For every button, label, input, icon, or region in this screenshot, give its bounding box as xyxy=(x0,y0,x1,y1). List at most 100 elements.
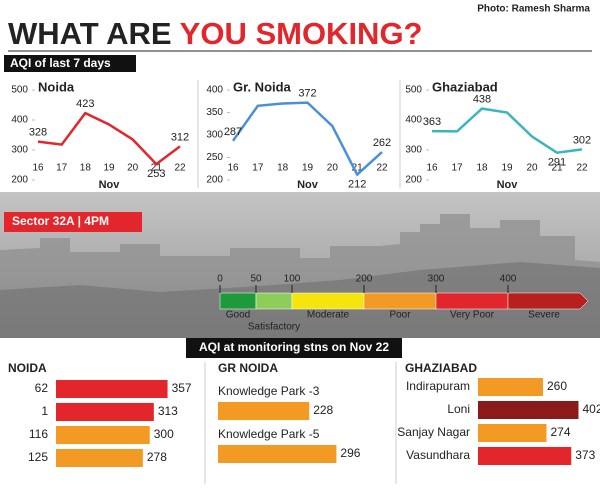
value-label: 260 xyxy=(547,379,567,393)
y-tick-label: 250 xyxy=(206,152,223,163)
x-tick-label: 17 xyxy=(252,163,264,174)
y-tick-label: 300 xyxy=(206,130,223,141)
panel-title: Gr. Noida xyxy=(233,79,292,94)
x-tick-label: 20 xyxy=(127,163,139,174)
section-box xyxy=(186,338,402,358)
bar xyxy=(478,401,579,419)
scale-tick-label: 0 xyxy=(217,274,223,285)
bar xyxy=(478,447,572,465)
category-label: Indirapuram xyxy=(406,379,470,393)
x-tick-label: 19 xyxy=(302,163,314,174)
x-tick-label: 16 xyxy=(32,163,44,174)
photo-label-box xyxy=(4,212,142,232)
bar xyxy=(56,380,168,398)
y-tick-label: 300 xyxy=(11,145,28,156)
panel-title: Noida xyxy=(38,79,75,94)
title-black: WHAT ARE xyxy=(8,16,172,51)
x-tick-label: 19 xyxy=(501,163,513,174)
category-label: 62 xyxy=(35,381,49,395)
y-tick-label: 200 xyxy=(11,175,28,186)
scale-tick-label: 300 xyxy=(428,274,445,285)
scale-segment xyxy=(507,292,589,310)
scale-segment xyxy=(255,292,293,310)
data-label: 253 xyxy=(147,168,165,180)
scale-tick-label: 100 xyxy=(284,274,301,285)
y-tick-label: 350 xyxy=(206,107,223,118)
value-label: 357 xyxy=(172,381,192,395)
value-label: 296 xyxy=(340,446,360,460)
x-tick-label: 18 xyxy=(277,163,289,174)
line-series xyxy=(231,101,383,177)
bar xyxy=(218,402,310,420)
scale-segment xyxy=(219,292,257,310)
data-label: 302 xyxy=(573,134,591,146)
data-label: 262 xyxy=(373,137,391,149)
x-tick-label: 17 xyxy=(56,163,68,174)
y-tick-label: 400 xyxy=(405,115,422,126)
x-tick-label: 17 xyxy=(451,163,463,174)
value-label: 313 xyxy=(158,404,178,418)
value-label: 373 xyxy=(575,448,595,462)
scale-segment xyxy=(291,292,365,310)
bar xyxy=(56,403,154,421)
data-label: 328 xyxy=(29,127,47,139)
category-label: Sanjay Nagar xyxy=(397,425,470,439)
x-tick-label: 22 xyxy=(376,163,388,174)
x-tick-label: 21 xyxy=(551,163,563,174)
y-tick-label: 300 xyxy=(405,145,422,156)
panel-title: GR NOIDA xyxy=(218,361,278,375)
category-label: Loni xyxy=(447,402,470,416)
category-label: Knowledge Park -5 xyxy=(218,427,320,441)
y-tick-label: 400 xyxy=(206,85,223,96)
bar xyxy=(478,424,547,442)
photo-credit: Photo: Ramesh Sharma xyxy=(477,4,590,15)
line-series xyxy=(37,111,181,166)
y-tick-label: 500 xyxy=(405,85,422,96)
x-tick-label: 19 xyxy=(103,163,115,174)
x-tick-label: 18 xyxy=(476,163,488,174)
x-tick-label: 16 xyxy=(227,163,239,174)
x-tick-label: 21 xyxy=(151,163,163,174)
scale-tick-label: 400 xyxy=(500,274,517,285)
scale-segment xyxy=(435,292,509,310)
value-label: 402 xyxy=(583,402,600,416)
y-tick-label: 500 xyxy=(11,85,28,96)
y-tick-label: 400 xyxy=(11,115,28,126)
x-tick-label: 20 xyxy=(327,163,339,174)
bar xyxy=(56,449,143,467)
subtitle: AQI of last 7 days xyxy=(10,56,111,70)
scale-category: Good xyxy=(226,310,250,321)
value-label: 278 xyxy=(147,450,167,464)
scale-segment xyxy=(363,292,437,310)
main-title: WHAT ARE YOU SMOKING? xyxy=(8,16,423,51)
bar xyxy=(478,378,543,396)
x-tick-label: 16 xyxy=(426,163,438,174)
y-tick-label: 200 xyxy=(206,175,223,186)
category-label: Vasundhara xyxy=(406,448,470,462)
panel-title: GHAZIABAD xyxy=(405,361,477,375)
scale-tick-label: 50 xyxy=(250,274,262,285)
subtitle-box xyxy=(4,55,136,72)
scale-tick-label: 200 xyxy=(356,274,373,285)
scale-category: Poor xyxy=(389,310,411,321)
x-axis-label: Nov xyxy=(497,179,519,191)
scale-category: Satisfactory xyxy=(248,322,300,333)
y-tick-label: 200 xyxy=(405,175,422,186)
category-label: 116 xyxy=(29,427,48,441)
x-tick-label: 20 xyxy=(526,163,538,174)
value-label: 274 xyxy=(551,425,571,439)
x-tick-label: 18 xyxy=(80,163,92,174)
data-label: 372 xyxy=(298,88,316,100)
panel-title: Ghaziabad xyxy=(432,79,498,94)
data-label: 438 xyxy=(473,94,491,106)
bar xyxy=(56,426,150,444)
x-tick-label: 22 xyxy=(174,163,186,174)
data-label: 423 xyxy=(76,98,94,110)
value-label: 300 xyxy=(154,427,174,441)
title-red: YOU SMOKING? xyxy=(180,16,423,51)
scale-category: Moderate xyxy=(307,310,350,321)
photo-label: Sector 32A | 4PM xyxy=(12,214,109,228)
x-axis-label: Nov xyxy=(99,179,121,191)
value-label: 228 xyxy=(313,403,333,417)
